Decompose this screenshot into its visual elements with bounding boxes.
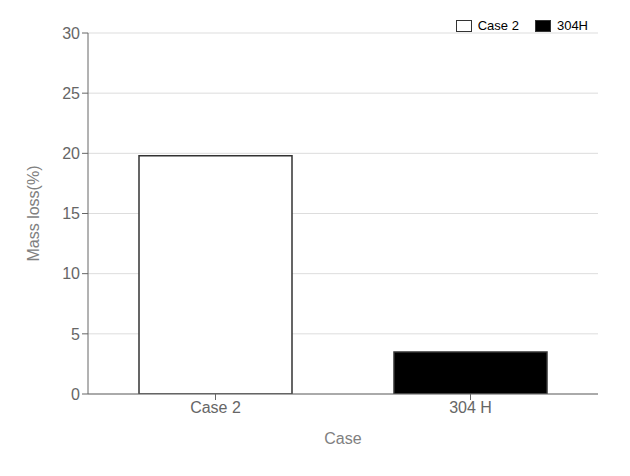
svg-text:20: 20 [62, 145, 80, 162]
html-text:304H: 304H [556, 18, 588, 33]
svg-text:Mass loss(%): Mass loss(%) [25, 165, 42, 261]
svg-text:Case: Case [324, 430, 361, 447]
html-text:Case 2: Case 2 [477, 18, 519, 33]
svg-text:25: 25 [62, 85, 80, 102]
svg-text:30: 30 [62, 25, 80, 42]
svg-text:10: 10 [62, 265, 80, 282]
svg-text:15: 15 [62, 205, 80, 222]
svg-text:0: 0 [71, 386, 80, 403]
svg-text:Case 2: Case 2 [190, 399, 241, 416]
svg-text:5: 5 [71, 326, 80, 343]
svg-text:304 H: 304 H [449, 399, 492, 416]
